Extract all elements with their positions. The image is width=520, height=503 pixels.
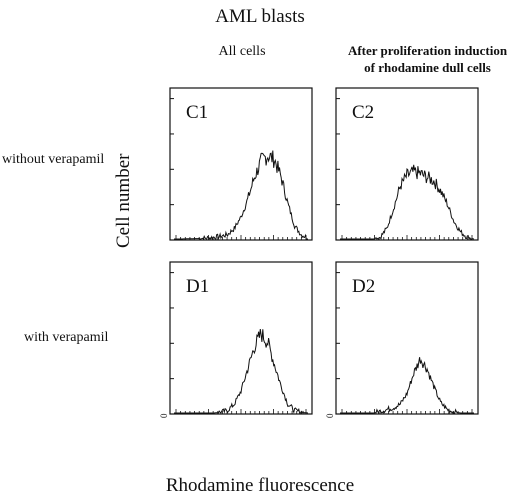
x-axis-label: Rhodamine fluorescence xyxy=(165,475,355,496)
histogram-d2 xyxy=(340,357,474,415)
column-header-all-cells: All cells xyxy=(218,44,266,59)
column-header-proliferation-line-2: of rhodamine dull cells xyxy=(364,60,491,75)
figure-title: AML blasts xyxy=(215,6,305,27)
panel-label-d2: D2 xyxy=(352,276,375,297)
column-header-proliferation: After proliferation induction of rhodami… xyxy=(335,42,520,76)
panel-label-d1: D1 xyxy=(186,276,209,297)
panel-label-c2: C2 xyxy=(352,102,374,123)
origin-tick-label-d1: 0 xyxy=(159,413,169,418)
origin-tick-label-d2: 0 xyxy=(325,413,335,418)
histogram-d1 xyxy=(174,329,309,414)
row-label-without-verapamil: without verapamil xyxy=(2,152,105,167)
histogram-c1 xyxy=(174,150,308,241)
row-label-with-verapamil: with verapamil xyxy=(24,330,109,345)
histogram-c2 xyxy=(340,164,475,241)
panel-label-c1: C1 xyxy=(186,102,208,123)
column-header-proliferation-line-1: After proliferation induction xyxy=(347,43,508,58)
